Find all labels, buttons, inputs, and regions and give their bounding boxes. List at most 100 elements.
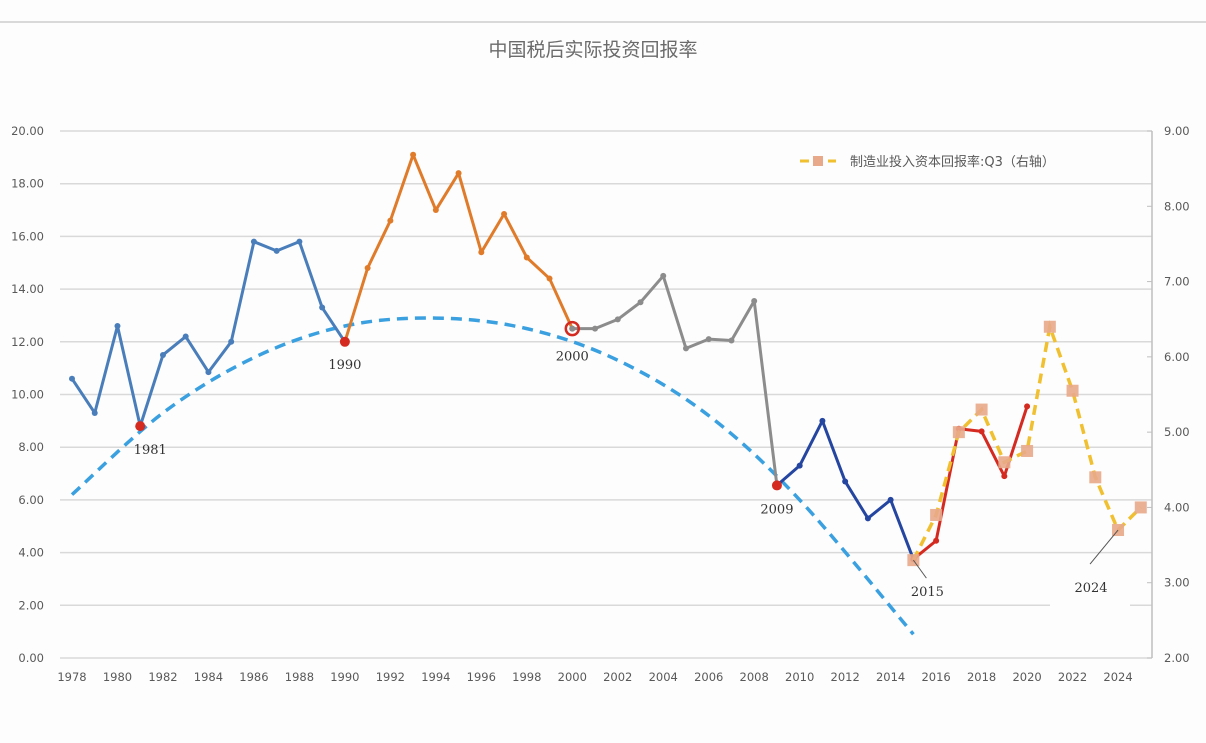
chart-title: 中国税后实际投资回报率 (488, 39, 697, 61)
annotation-label: 2015 (911, 585, 944, 600)
data-point (410, 151, 417, 158)
data-point (455, 170, 462, 177)
data-point (728, 337, 735, 344)
data-point (978, 428, 985, 435)
annotation-leader-line (1089, 529, 1119, 565)
data-point (364, 265, 371, 272)
x-tick-label: 2024 (1103, 670, 1132, 684)
data-point (705, 336, 712, 343)
data-point (796, 462, 803, 469)
data-point-q3 (1066, 384, 1079, 397)
data-point (614, 316, 621, 323)
data-point (842, 478, 849, 485)
x-tick-label: 2016 (921, 670, 950, 684)
series-line (343, 153, 574, 343)
y-tick-label: 0.00 (18, 651, 44, 665)
data-point (933, 537, 940, 544)
highlight-label: 1990 (328, 358, 361, 373)
data-point (250, 238, 257, 245)
data-point (114, 322, 121, 329)
y-tick-label: 10.00 (11, 388, 44, 402)
x-tick-label: 1990 (330, 670, 359, 684)
highlight-label: 1981 (134, 443, 167, 458)
x-tick-label: 2000 (558, 670, 587, 684)
x-axis-ticks: 1978 1980 1982 1984 1986 1988 1990 1992 1994 1996… (57, 670, 1132, 684)
annotation-leader-line (912, 559, 927, 579)
x-tick-label: 2022 (1058, 670, 1087, 684)
y2-tick-label: 4.00 (1164, 500, 1190, 514)
gridlines (60, 130, 1152, 659)
data-point (205, 369, 212, 376)
y-tick-label: 20.00 (11, 124, 44, 138)
data-point (864, 515, 871, 522)
y2-tick-label: 3.00 (1164, 576, 1190, 590)
x-tick-label: 2004 (649, 670, 678, 684)
y-tick-label: 8.00 (18, 440, 44, 454)
x-tick-label: 1988 (285, 670, 314, 684)
highlight-marker (771, 480, 782, 491)
y-tick-label: 4.00 (18, 546, 44, 560)
data-point (228, 338, 235, 345)
legend-marker (813, 156, 823, 166)
series-lines (69, 151, 1147, 567)
data-point (1001, 473, 1008, 480)
y-tick-label: 6.00 (18, 493, 44, 507)
data-point (546, 275, 553, 282)
data-point (296, 238, 303, 245)
trend-curve (70, 316, 915, 636)
x-tick-label: 1998 (512, 670, 541, 684)
x-tick-label: 2012 (831, 670, 860, 684)
data-point (387, 217, 394, 224)
x-tick-label: 1984 (194, 670, 223, 684)
series-line (70, 240, 347, 428)
y2-tick-label: 9.00 (1164, 124, 1190, 138)
series-line (912, 405, 1029, 561)
y-tick-label: 12.00 (11, 335, 44, 349)
data-point (592, 325, 599, 332)
data-point-q3 (952, 426, 965, 439)
y-tick-label: 18.00 (11, 177, 44, 191)
annotations: 2015 2024 (911, 529, 1119, 600)
y2-tick-label: 7.00 (1164, 275, 1190, 289)
data-point-q3 (1043, 320, 1056, 333)
data-point (887, 496, 894, 503)
data-point-q3 (1134, 501, 1147, 514)
data-point (523, 254, 530, 261)
y-tick-label: 14.00 (11, 282, 44, 296)
series-line (572, 274, 779, 486)
x-tick-label: 1986 (239, 670, 268, 684)
x-tick-label: 1996 (467, 670, 496, 684)
x-tick-label: 1980 (103, 670, 132, 684)
left-axis-ticks: 0.00 2.00 4.00 6.00 8.00 10.00 12.00 14.00 16.00… (11, 124, 44, 665)
legend-label: 制造业投入资本回报率:Q3（右轴） (850, 154, 1055, 170)
legend: 制造业投入资本回报率:Q3（右轴） (800, 154, 1055, 170)
highlight-marker (564, 320, 581, 337)
x-tick-label: 2006 (694, 670, 723, 684)
data-point (751, 297, 758, 304)
y-tick-label: 2.00 (18, 598, 44, 612)
data-point (501, 211, 508, 218)
y2-tick-label: 5.00 (1164, 425, 1190, 439)
highlight-marker (339, 336, 350, 347)
x-tick-label: 2014 (876, 670, 905, 684)
data-point-q3 (975, 403, 988, 416)
x-tick-label: 2008 (740, 670, 769, 684)
x-tick-label: 1982 (148, 670, 177, 684)
series-line (775, 419, 915, 560)
data-point-q3 (998, 456, 1011, 469)
series-line-q3 (911, 319, 1143, 561)
data-point (182, 333, 189, 340)
data-point (432, 207, 439, 214)
data-point (159, 351, 166, 358)
y-tick-label: 16.00 (11, 229, 44, 243)
x-tick-label: 1992 (376, 670, 405, 684)
data-point (660, 272, 667, 279)
highlight-points: 1981 1990 2000 2009 (134, 320, 793, 517)
x-tick-label: 2020 (1012, 670, 1041, 684)
right-axis: 2.00 3.00 4.00 5.00 6.00 7.00 8.00 9.00 (1147, 124, 1190, 665)
trend-line (70, 316, 915, 636)
data-point (682, 345, 689, 352)
y2-tick-label: 2.00 (1164, 651, 1190, 665)
x-tick-label: 2010 (785, 670, 814, 684)
